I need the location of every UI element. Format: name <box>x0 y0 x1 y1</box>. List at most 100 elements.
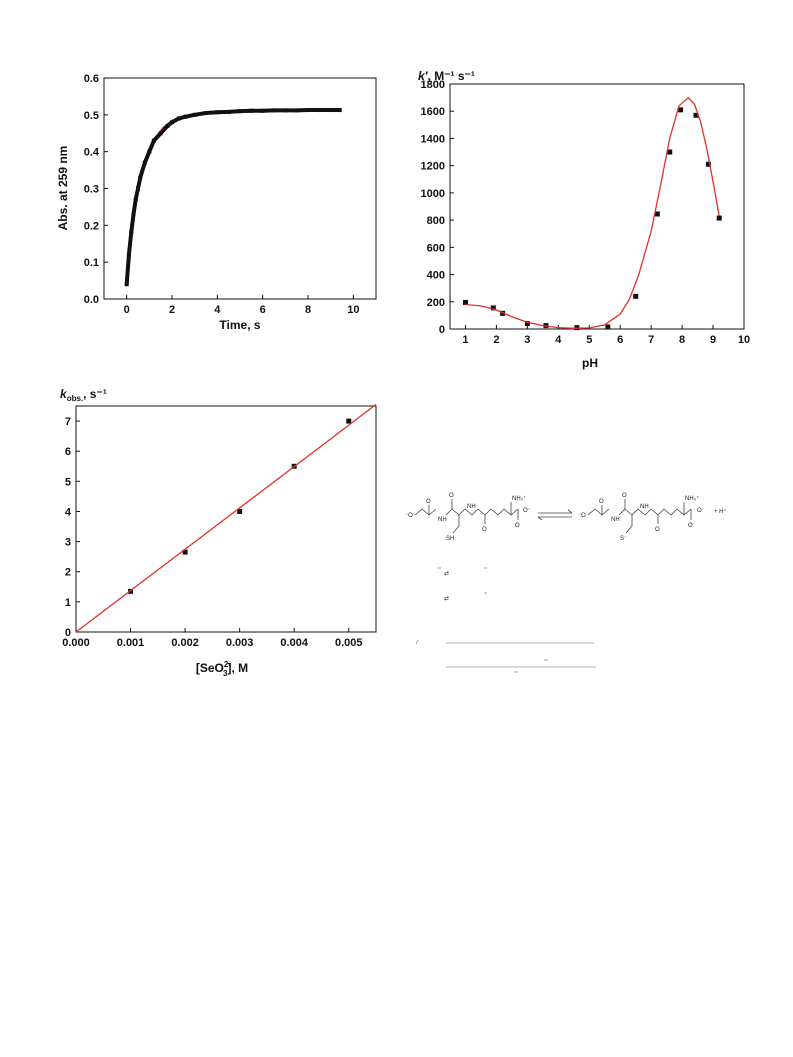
y-tick-label: 0.2 <box>84 220 99 232</box>
plot-frame <box>75 405 377 633</box>
x-tick-label: 9 <box>710 334 716 346</box>
bond <box>618 508 652 516</box>
data-trace <box>124 108 340 285</box>
y-tick-label: 1800 <box>421 79 445 91</box>
x-axis-label: [SeO2-3], M <box>196 660 248 678</box>
x-tick-label: 7 <box>648 334 654 346</box>
rate-ph-chart: k′, M⁻¹ s⁻¹ pH 1 2 3 4 5 6 7 8 9 10 0 200 400 600 800 1… <box>418 69 750 370</box>
x-tick-label: 2 <box>169 304 175 316</box>
x-tick-label: 1 <box>462 334 468 346</box>
y-axis-label: Abs. at 259 nm <box>56 146 70 231</box>
tick-mark <box>415 639 419 645</box>
y-tick-label: 1400 <box>421 133 445 145</box>
kobs-concentration-chart: kobs., s⁻¹ [SeO2-3], M 0.000 0.001 0.002 0.… <box>60 387 377 678</box>
data-point <box>678 107 684 113</box>
y-tick-label: 0.1 <box>84 257 99 269</box>
fit-line <box>465 96 720 329</box>
nh-label: NH <box>640 504 649 510</box>
data-point <box>346 418 352 424</box>
bond <box>625 525 633 534</box>
data-point <box>605 324 611 330</box>
oxygen-label: O <box>688 523 693 529</box>
data-point <box>462 299 468 305</box>
y-tick-label: 0.4 <box>84 147 100 159</box>
data-point <box>337 108 342 113</box>
y-tick-label: 6 <box>65 446 71 458</box>
data-point <box>237 508 243 514</box>
x-tick-label: 0.000 <box>62 637 90 649</box>
x-axis-label: pH <box>582 356 598 370</box>
absorbance-time-chart: Abs. at 259 nm Time, s 0 2 4 6 8 10 0.0 0.1 0.2 0… <box>56 73 377 332</box>
y-tick-label: 0.5 <box>84 110 99 122</box>
proton-label: + H⁺ <box>714 508 727 515</box>
y-tick-label: 0.0 <box>84 294 99 306</box>
data-point <box>654 211 660 217</box>
y-tick-label: 4 <box>65 506 72 518</box>
nh-label: NH <box>611 517 620 523</box>
oxygen-label: O <box>482 527 487 533</box>
data-point <box>182 549 188 555</box>
x-tick-label: 0 <box>124 304 130 316</box>
bond <box>452 525 460 534</box>
x-tick-label: 3 <box>524 334 530 346</box>
x-tick-label: 5 <box>586 334 592 346</box>
plot-frame <box>449 83 745 330</box>
glutathione-deprotonation-scheme: ⁻O O NH O SH NH O NH₃⁺ O O⁻ ⁻O O NH O <box>405 493 727 673</box>
bond <box>414 508 437 516</box>
oxygen-label: O <box>599 499 604 505</box>
y-tick-label: 0 <box>65 627 71 639</box>
bond <box>445 508 479 516</box>
x-tick-label: 0.003 <box>226 637 254 649</box>
carboxylate-label: O⁻ <box>523 508 531 514</box>
y-axis-title: kobs., s⁻¹ <box>60 387 107 403</box>
data-point <box>693 112 699 118</box>
y-tick-label: 1200 <box>421 161 445 173</box>
ammonium-label: NH₃⁺ <box>512 495 526 502</box>
x-tick-label: 0.005 <box>335 637 363 649</box>
oxygen-label: O <box>515 523 520 529</box>
arrow-head <box>537 516 543 521</box>
oxygen-label: O <box>449 493 454 499</box>
data-point <box>716 215 722 221</box>
y-tick-label: 0 <box>439 324 445 336</box>
x-tick-label: 8 <box>679 334 685 346</box>
x-tick-label: 10 <box>347 304 359 316</box>
x-axis-label: Time, s <box>219 318 260 332</box>
y-tick-label: 0.3 <box>84 184 99 196</box>
data-point <box>667 149 673 155</box>
data-point <box>633 293 639 299</box>
bond <box>650 508 692 516</box>
y-tick-label: 7 <box>65 416 71 428</box>
bond <box>587 508 610 516</box>
x-tick-label: 6 <box>260 304 266 316</box>
equilibrium-symbol: ⇄ <box>444 595 449 602</box>
y-tick-label: 200 <box>427 297 445 309</box>
x-tick-label: 0.001 <box>117 637 145 649</box>
data-point <box>524 321 530 327</box>
x-tick-label: 2 <box>493 334 499 346</box>
thiol-label: SH <box>446 536 454 542</box>
y-tick-label: 0.6 <box>84 73 99 85</box>
thiolate-label: S⁻ <box>620 536 627 542</box>
x-tick-label: 0.004 <box>280 637 308 649</box>
nh-label: NH <box>467 504 476 510</box>
x-tick-label: 6 <box>617 334 623 346</box>
y-tick-label: 1000 <box>421 188 445 200</box>
data-point <box>490 305 496 311</box>
carboxylate-label: O⁻ <box>697 508 705 514</box>
nh-label: NH <box>438 517 447 523</box>
oxygen-label: O <box>655 527 660 533</box>
y-tick-label: 1 <box>65 597 71 609</box>
bond <box>477 508 519 516</box>
y-tick-label: 5 <box>65 476 71 488</box>
y-tick-label: 1600 <box>421 106 445 118</box>
y-tick-label: 800 <box>427 215 445 227</box>
y-tick-label: 400 <box>427 270 445 282</box>
y-tick-label: 600 <box>427 242 445 254</box>
arrow-head <box>567 509 573 514</box>
fit-line <box>75 403 377 633</box>
ammonium-label: NH₃⁺ <box>685 495 699 502</box>
y-tick-label: 3 <box>65 537 71 549</box>
x-tick-label: 0.002 <box>171 637 199 649</box>
